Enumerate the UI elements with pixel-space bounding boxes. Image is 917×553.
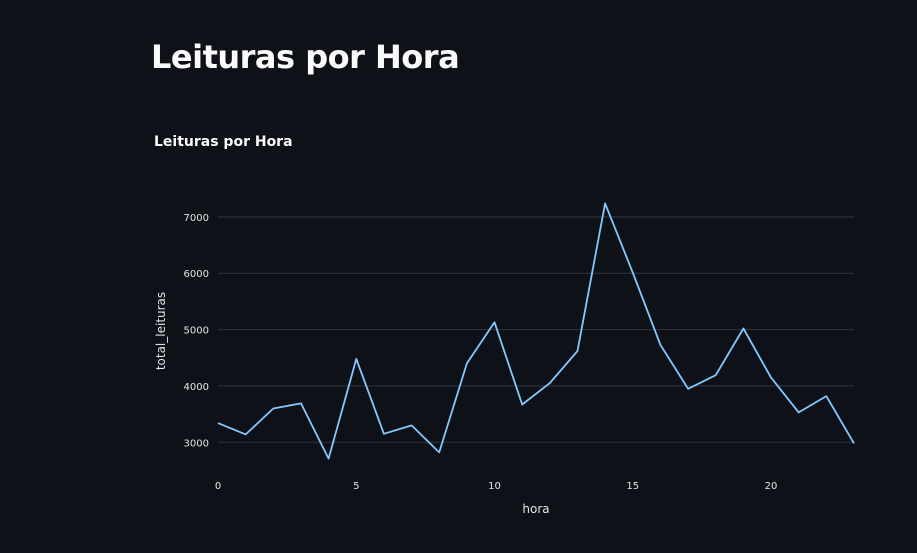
- data-point[interactable]: [297, 399, 305, 407]
- page-title: Leituras por Hora: [151, 38, 460, 76]
- data-point[interactable]: [463, 359, 471, 367]
- data-point[interactable]: [269, 404, 277, 412]
- x-tick-label: 0: [215, 481, 221, 492]
- y-axis-ticks: 3000 4000 5000 6000 7000: [184, 213, 209, 449]
- data-point[interactable]: [850, 439, 858, 447]
- data-point[interactable]: [518, 401, 526, 409]
- data-point[interactable]: [684, 385, 692, 393]
- y-tick-label: 3000: [184, 438, 209, 449]
- data-point[interactable]: [546, 379, 554, 387]
- series-line[interactable]: [217, 202, 855, 460]
- data-point[interactable]: [573, 347, 581, 355]
- chart-title: Leituras por Hora: [154, 134, 293, 150]
- y-tick-label: 4000: [184, 382, 209, 393]
- data-point[interactable]: [325, 455, 333, 463]
- data-point[interactable]: [435, 448, 443, 456]
- x-tick-label: 10: [488, 481, 501, 492]
- x-tick-label: 20: [765, 481, 778, 492]
- data-point[interactable]: [242, 430, 250, 438]
- x-tick-label: 15: [626, 481, 639, 492]
- data-point[interactable]: [380, 430, 388, 438]
- data-point[interactable]: [822, 392, 830, 400]
- data-point[interactable]: [601, 199, 609, 207]
- data-point[interactable]: [408, 421, 416, 429]
- x-axis-title: hora: [522, 502, 549, 516]
- data-point[interactable]: [491, 318, 499, 326]
- data-point[interactable]: [656, 341, 664, 349]
- x-tick-label: 5: [353, 481, 359, 492]
- data-point[interactable]: [352, 355, 360, 363]
- data-point[interactable]: [712, 371, 720, 379]
- y-tick-label: 5000: [184, 326, 209, 337]
- data-point[interactable]: [739, 324, 747, 332]
- y-tick-label: 7000: [184, 213, 209, 224]
- data-point[interactable]: [795, 408, 803, 416]
- y-axis-title: total_leituras: [154, 292, 168, 370]
- data-point[interactable]: [767, 373, 775, 381]
- x-axis-ticks: 0 5 10 15 20: [215, 481, 778, 492]
- y-tick-label: 6000: [184, 269, 209, 280]
- data-point[interactable]: [214, 419, 222, 427]
- data-point[interactable]: [629, 269, 637, 277]
- grid-lines: [218, 216, 854, 443]
